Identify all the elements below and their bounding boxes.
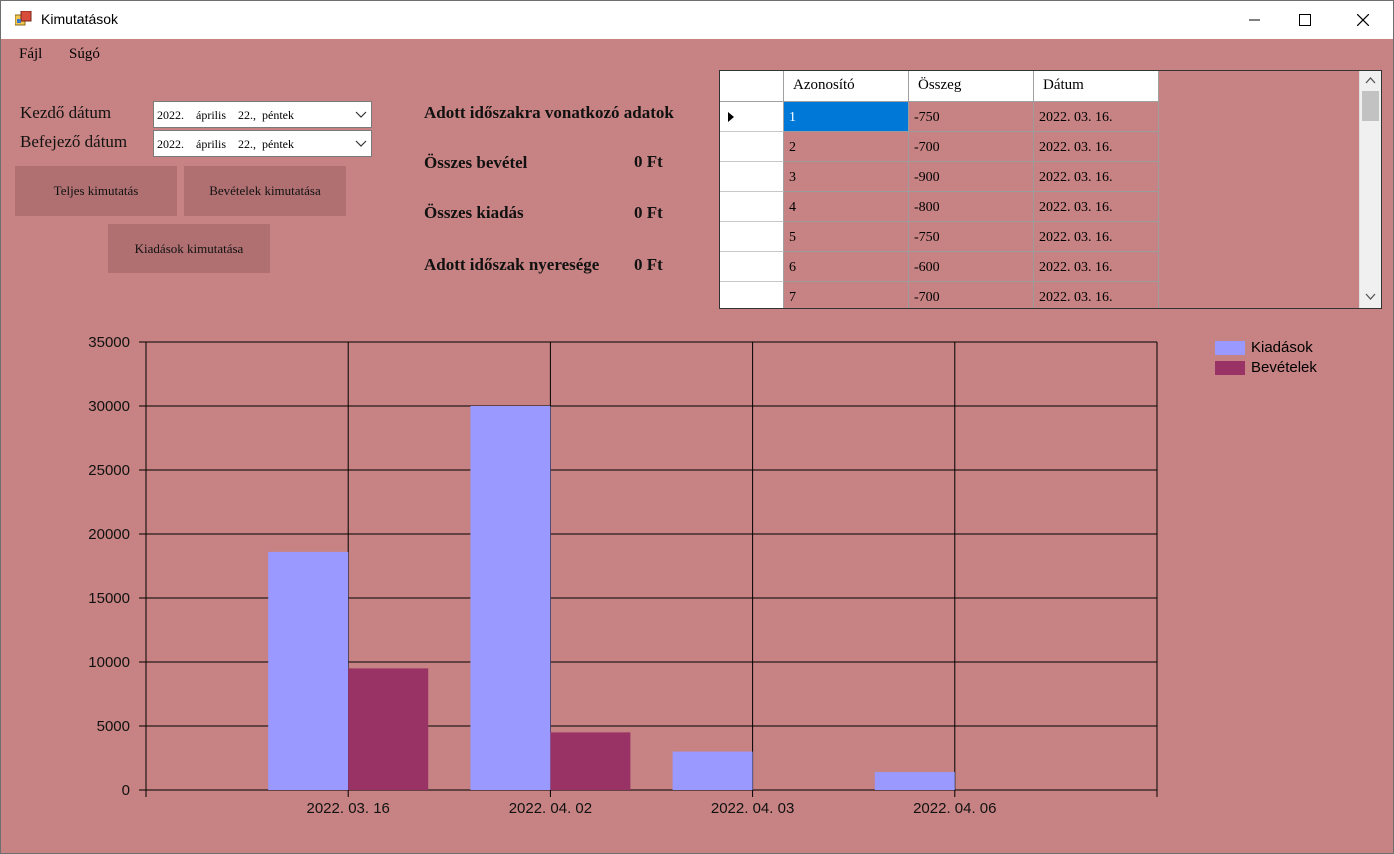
bar-chart: 0 5000 10000 15000 20000 25000 30000 35000 2022.… [88,334,1158,817]
column-header-id[interactable]: Azonosító [784,71,909,102]
y-tick-label: 25000 [88,462,130,479]
cell-amount[interactable]: -600 [909,252,1034,282]
period-profit-value: 0 Ft [634,255,663,274]
close-icon [1357,14,1369,26]
grid-corner [720,71,784,102]
start-date-value: 2022. április 22., péntek [157,108,294,122]
cell-amount[interactable]: -800 [909,192,1034,222]
maximize-icon [1299,14,1311,26]
legend-label: Bevételek [1251,359,1317,376]
y-tick-label: 20000 [88,526,130,543]
legend-swatch [1215,360,1245,375]
maximize-button[interactable] [1282,1,1328,39]
period-profit-label: Adott időszak nyeresége [424,255,600,274]
end-date-value: 2022. április 22., péntek [157,137,294,151]
cell-date[interactable]: 2022. 03. 16. [1034,222,1159,252]
scroll-down-icon[interactable] [1365,293,1376,301]
menu-help[interactable]: Súgó [69,46,100,62]
cell-id[interactable]: 4 [784,192,909,222]
scroll-up-icon[interactable] [1365,76,1376,84]
x-tick-label: 2022. 03. 16 [306,800,389,817]
row-header[interactable] [720,192,784,222]
total-expense-value: 0 Ft [634,203,663,222]
x-tick-label: 2022. 04. 02 [509,800,592,817]
total-income-label: Összes bevétel [424,153,528,172]
total-expense-label: Összes kiadás [424,203,524,222]
summary-heading: Adott időszakra vonatkozó adatok [424,103,674,122]
start-date-label: Kezdő dátum [20,103,112,122]
scroll-thumb[interactable] [1362,91,1379,121]
cell-date[interactable]: 2022. 03. 16. [1034,192,1159,222]
cell-id[interactable]: 5 [784,222,909,252]
row-header[interactable] [720,282,784,308]
cell-date[interactable]: 2022. 03. 16. [1034,162,1159,192]
cell-id[interactable]: 2 [784,132,909,162]
cell-id[interactable]: 3 [784,162,909,192]
cell-date[interactable]: 2022. 03. 16. [1034,102,1159,132]
close-button[interactable] [1340,1,1386,39]
bar-kiadások [470,406,551,790]
cell-id[interactable]: 6 [784,252,909,282]
x-tick-label: 2022. 04. 06 [913,800,996,817]
cell-date[interactable]: 2022. 03. 16. [1034,282,1159,308]
legend-swatch [1215,340,1245,355]
cell-amount[interactable]: -750 [909,222,1034,252]
expense-report-button[interactable]: Kiadások kimutatása [108,224,270,273]
cell-date[interactable]: 2022. 03. 16. [1034,252,1159,282]
column-header-date[interactable]: Dátum [1034,71,1159,102]
chevron-down-icon [355,111,367,118]
transactions-grid[interactable]: Azonosító Összeg Dátum 1 -750 2022. 03. 16… [719,70,1382,309]
column-header-amount[interactable]: Összeg [909,71,1034,102]
income-report-button[interactable]: Bevételek kimutatása [184,166,346,216]
y-tick-label: 10000 [88,654,130,671]
chart-area: 0 5000 10000 15000 20000 25000 30000 35000 2022.… [1,321,1393,851]
bar-kiadások [268,551,349,790]
cell-date[interactable]: 2022. 03. 16. [1034,132,1159,162]
minimize-icon [1249,19,1260,21]
vertical-scrollbar[interactable] [1359,71,1381,308]
row-header[interactable] [720,102,784,132]
row-header[interactable] [720,222,784,252]
cell-id[interactable]: 1 [784,102,909,132]
menu-file[interactable]: Fájl [19,46,43,62]
minimize-button[interactable] [1232,1,1278,39]
y-tick-label: 5000 [97,718,130,735]
full-report-button[interactable]: Teljes kimutatás [15,166,177,216]
title-bar[interactable]: Kimutatások [1,1,1393,39]
bar-bevételek [348,668,429,790]
cell-amount[interactable]: -700 [909,282,1034,308]
current-row-arrow-icon [728,112,734,122]
cell-amount[interactable]: -900 [909,162,1034,192]
y-tick-label: 30000 [88,398,130,415]
legend-label: Kiadások [1251,339,1313,356]
chevron-down-icon [355,140,367,147]
app-icon [15,11,32,26]
bar-bevételek [550,732,631,790]
y-tick-label: 35000 [88,334,130,351]
cell-id[interactable]: 7 [784,282,909,308]
bar-kiadások [672,751,753,790]
cell-amount[interactable]: -700 [909,132,1034,162]
y-tick-label: 15000 [88,590,130,607]
end-date-label: Befejező dátum [20,132,128,151]
row-header[interactable] [720,162,784,192]
y-tick-label: 0 [122,782,130,799]
cell-amount[interactable]: -750 [909,102,1034,132]
start-date-picker[interactable]: 2022. április 22., péntek [153,101,372,128]
end-date-picker[interactable]: 2022. április 22., péntek [153,130,372,157]
row-header[interactable] [720,252,784,282]
menu-bar: Fájl Súgó [1,39,1393,69]
legend-item: Kiadások [1215,339,1313,356]
row-header[interactable] [720,132,784,162]
total-income-value: 0 Ft [634,152,663,171]
bar-kiadások [874,772,955,790]
window-title: Kimutatások [41,11,119,27]
legend-item: Bevételek [1215,359,1317,376]
x-tick-label: 2022. 04. 03 [711,800,794,817]
